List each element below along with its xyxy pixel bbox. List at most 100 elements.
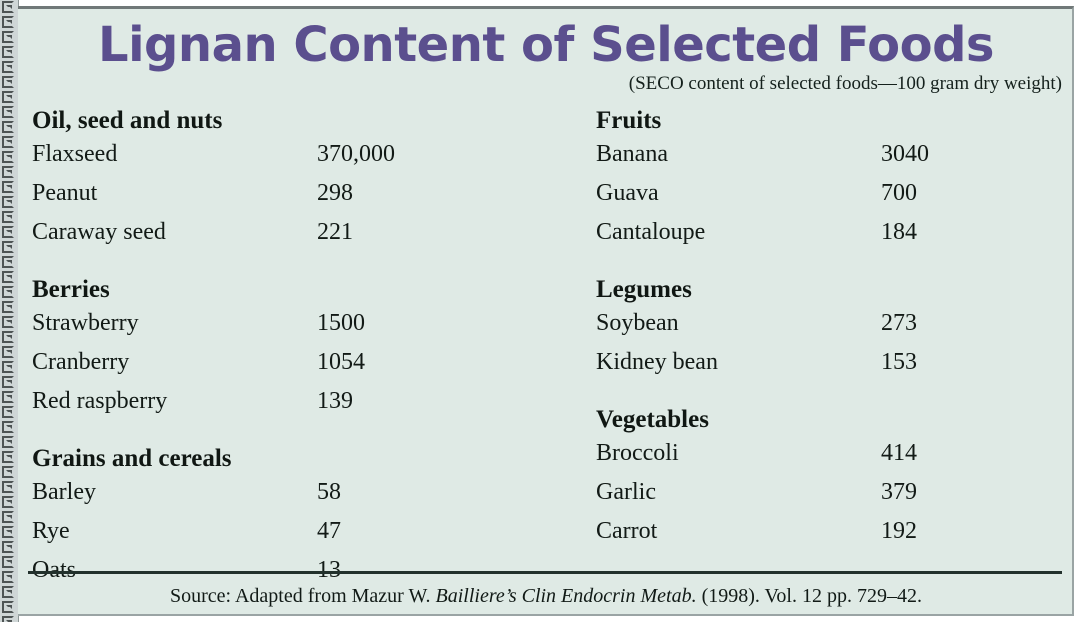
food-group: Berries Strawberry 1500 Cranberry 1054 Red ra… (32, 274, 546, 425)
greek-key-motif (0, 60, 18, 75)
greek-key-motif (0, 540, 18, 555)
food-name: Banana (596, 141, 668, 167)
greek-key-motif (0, 285, 18, 300)
greek-key-motif (0, 330, 18, 345)
greek-key-motif (0, 120, 18, 135)
seco-value: 700 (881, 180, 917, 206)
table-columns: Oil, seed and nuts Flaxseed 370,000 Peanut 2… (18, 105, 1074, 583)
table-row: Cantaloupe 184 (596, 217, 1074, 256)
greek-key-motif (0, 345, 18, 360)
page-title: Lignan Content of Selected Foods (98, 17, 995, 73)
food-group: Grains and cereals Barley 58 Rye 47 Oats 13 (32, 443, 546, 594)
greek-key-motif (0, 0, 18, 15)
greek-key-motif (0, 360, 18, 375)
food-name: Broccoli (596, 440, 679, 466)
footer-divider (28, 571, 1062, 574)
greek-key-motif (0, 600, 18, 615)
greek-key-motif (0, 510, 18, 525)
seco-value: 13 (317, 557, 341, 583)
food-group: Fruits Banana 3040 Guava 700 Cantaloupe 184 (596, 105, 1074, 256)
seco-value: 298 (317, 180, 353, 206)
greek-key-motif (0, 135, 18, 150)
greek-key-motif (0, 195, 18, 210)
table-row: Strawberry 1500 (32, 308, 546, 347)
column-right: Fruits Banana 3040 Guava 700 Cantaloupe 184 Leg… (546, 105, 1074, 565)
table-row: Rye 47 (32, 516, 546, 555)
food-name: Red raspberry (32, 388, 168, 414)
greek-key-motif (0, 75, 18, 90)
column-left: Oil, seed and nuts Flaxseed 370,000 Peanut 2… (18, 105, 546, 583)
food-name: Strawberry (32, 310, 139, 336)
table-row: Barley 58 (32, 477, 546, 516)
greek-key-motif (0, 525, 18, 540)
group-heading: Grains and cereals (32, 445, 232, 472)
table-row: Banana 3040 (596, 139, 1074, 178)
source-prefix: Source: Adapted from Mazur W. (170, 585, 436, 607)
food-name: Oats (32, 557, 76, 583)
greek-key-motif (0, 405, 18, 420)
seco-value: 153 (881, 349, 917, 375)
table-row: Cranberry 1054 (32, 347, 546, 386)
table-row: Soybean 273 (596, 308, 1074, 347)
table-row: Carrot 192 (596, 516, 1074, 555)
food-name: Caraway seed (32, 219, 166, 245)
group-heading: Berries (32, 276, 110, 303)
food-name: Carrot (596, 518, 658, 544)
greek-key-motif (0, 315, 18, 330)
seco-value: 58 (317, 479, 341, 505)
food-name: Peanut (32, 180, 98, 206)
seco-value: 1054 (317, 349, 365, 375)
greek-key-motif (0, 150, 18, 165)
decorative-greek-key-border (0, 0, 19, 622)
seco-value: 192 (881, 518, 917, 544)
table-row: Broccoli 414 (596, 438, 1074, 477)
group-heading: Oil, seed and nuts (32, 107, 223, 134)
greek-key-motif (0, 300, 18, 315)
food-group: Legumes Soybean 273 Kidney bean 153 (596, 274, 1074, 386)
greek-key-motif (0, 615, 18, 622)
food-name: Garlic (596, 479, 656, 505)
greek-key-motif (0, 585, 18, 600)
seco-value: 184 (881, 219, 917, 245)
greek-key-motif (0, 90, 18, 105)
group-heading: Fruits (596, 107, 662, 134)
greek-key-motif (0, 555, 18, 570)
table-panel: Lignan Content of Selected Foods (SECO c… (18, 6, 1074, 616)
greek-key-motif (0, 450, 18, 465)
source-suffix: (1998). Vol. 12 pp. 729–42. (696, 585, 922, 607)
greek-key-motif (0, 435, 18, 450)
greek-key-motif (0, 210, 18, 225)
food-name: Flaxseed (32, 141, 118, 167)
food-name: Cranberry (32, 349, 130, 375)
greek-key-motif (0, 270, 18, 285)
table-row: Guava 700 (596, 178, 1074, 217)
food-name: Guava (596, 180, 659, 206)
food-name: Barley (32, 479, 96, 505)
seco-value: 370,000 (317, 141, 395, 167)
seco-value: 139 (317, 388, 353, 414)
greek-key-motif (0, 30, 18, 45)
seco-value: 273 (881, 310, 917, 336)
table-row: Caraway seed 221 (32, 217, 546, 256)
subtitle: (SECO content of selected foods—100 gram… (628, 73, 1062, 94)
group-heading: Vegetables (596, 406, 709, 433)
source-journal: Bailliere’s Clin Endocrin Metab. (435, 585, 697, 607)
seco-value: 221 (317, 219, 353, 245)
seco-value: 47 (317, 518, 341, 544)
greek-key-motif (0, 390, 18, 405)
table-row: Garlic 379 (596, 477, 1074, 516)
group-heading: Legumes (596, 276, 692, 303)
food-name: Soybean (596, 310, 679, 336)
greek-key-motif (0, 255, 18, 270)
table-row: Oats 13 (32, 555, 546, 594)
greek-key-motif (0, 465, 18, 480)
food-name: Cantaloupe (596, 219, 706, 245)
table-row: Kidney bean 153 (596, 347, 1074, 386)
greek-key-motif (0, 180, 18, 195)
source-citation: Source: Adapted from Mazur W. Bailliere’… (18, 583, 1074, 609)
greek-key-motif (0, 165, 18, 180)
greek-key-motif (0, 495, 18, 510)
table-row: Red raspberry 139 (32, 386, 546, 425)
seco-value: 1500 (317, 310, 365, 336)
